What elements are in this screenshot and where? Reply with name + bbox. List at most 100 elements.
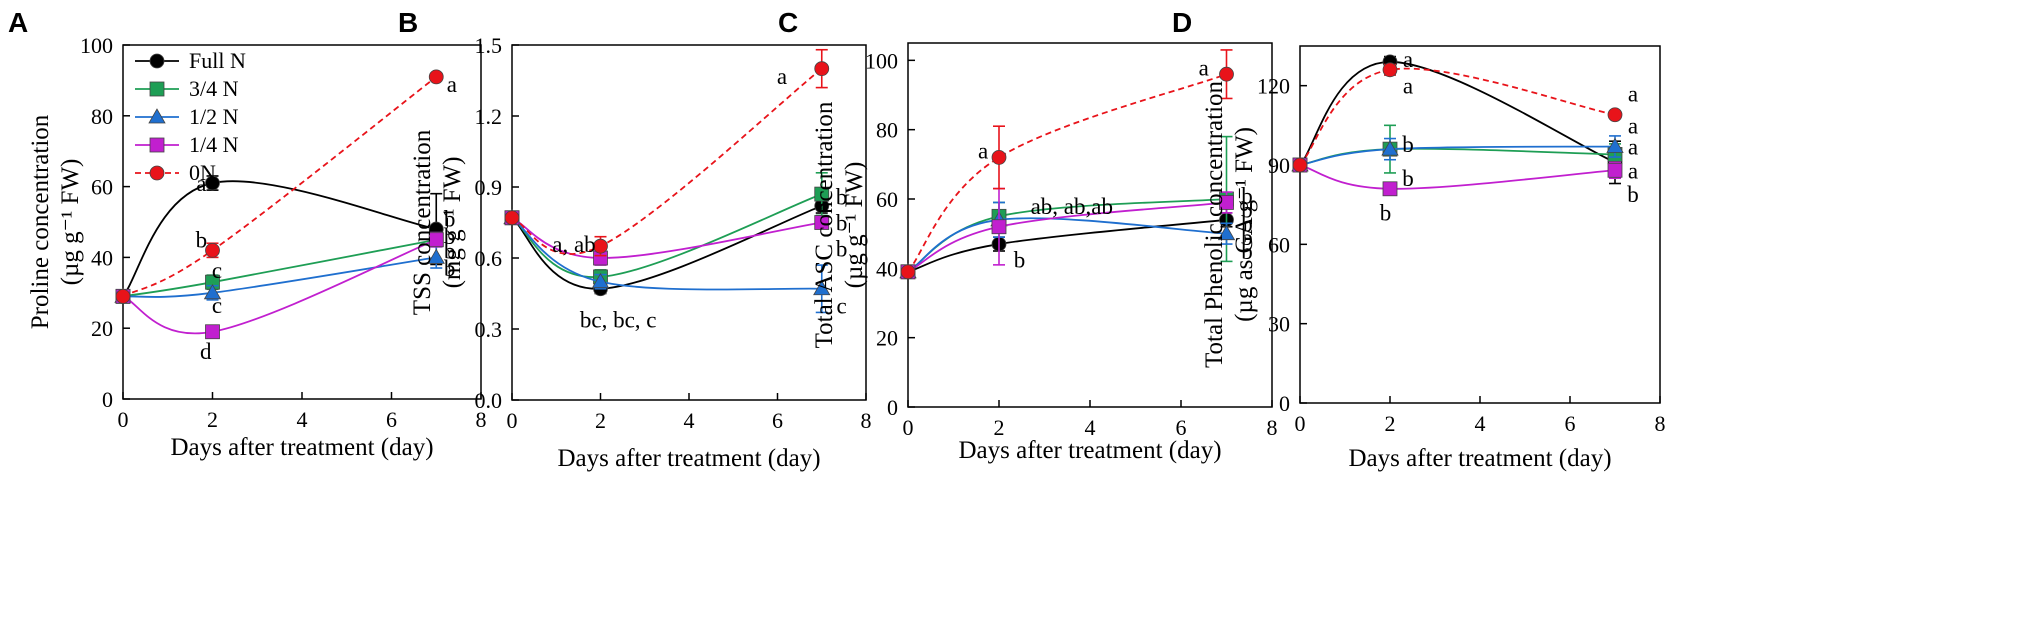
x-tick-label: 6 bbox=[772, 408, 783, 433]
significance-label: b bbox=[1014, 248, 1026, 273]
x-tick-label: 2 bbox=[994, 415, 1005, 440]
significance-label: b bbox=[196, 228, 208, 253]
x-tick-label: 0 bbox=[118, 407, 129, 432]
y-tick-label: 40 bbox=[91, 245, 113, 270]
x-tick-label: 6 bbox=[1565, 411, 1576, 436]
data-point bbox=[814, 215, 830, 230]
significance-label: a bbox=[1628, 82, 1638, 107]
significance-label: a bbox=[447, 72, 457, 97]
data-point bbox=[991, 219, 1007, 235]
legend-marker bbox=[149, 53, 165, 69]
significance-label: ab, ab,ab bbox=[1031, 194, 1113, 219]
x-tick-label: 4 bbox=[297, 407, 308, 432]
y-tick-label: 90 bbox=[1268, 153, 1290, 178]
series-line bbox=[122, 238, 437, 335]
significance-label: b bbox=[444, 256, 456, 281]
series-line bbox=[122, 256, 437, 298]
legend: Full N 3/4 N 1/2 N 1/4 N 0N bbox=[135, 48, 246, 185]
series-line bbox=[122, 76, 437, 298]
panel-letter-d: D bbox=[1172, 7, 1192, 38]
legend-marker bbox=[148, 108, 166, 124]
significance-label: a bbox=[1403, 47, 1413, 72]
data-point bbox=[1607, 162, 1623, 178]
legend-item: Full N bbox=[135, 48, 246, 73]
series-line bbox=[907, 201, 1227, 273]
panel-c: C 0 20 40 60 80 100 0 2 4 6 8 Days after treatment (… bbox=[778, 7, 1278, 464]
significance-label: a bbox=[1628, 134, 1638, 159]
series-full-n bbox=[115, 175, 444, 304]
series-1-2-n bbox=[503, 208, 831, 314]
significance-label: a, ab bbox=[552, 232, 595, 257]
x-tick-label: 8 bbox=[1655, 411, 1666, 436]
significance-label: a bbox=[1199, 55, 1209, 80]
series-3-4-n bbox=[504, 172, 830, 285]
data-point bbox=[1607, 107, 1623, 123]
y-tick-label: 80 bbox=[876, 118, 898, 143]
y-tick-label: 100 bbox=[865, 48, 898, 73]
significance-label: b bbox=[1241, 197, 1253, 222]
series-0n bbox=[115, 69, 444, 304]
data-point bbox=[205, 324, 220, 340]
series-line bbox=[511, 217, 822, 291]
legend-label: Full N bbox=[189, 48, 246, 73]
series-line bbox=[907, 218, 1227, 273]
series-0n bbox=[900, 49, 1234, 280]
x-tick-label: 0 bbox=[903, 415, 914, 440]
x-axis-label: Days after treatment (day) bbox=[1348, 445, 1611, 472]
series-line bbox=[907, 217, 1227, 273]
x-tick-label: 6 bbox=[1176, 415, 1187, 440]
x-axis-label: Days after treatment (day) bbox=[170, 434, 433, 461]
series-line bbox=[511, 67, 823, 255]
panel-d: D 0 30 60 90 120 0 2 4 6 8 Days after treatment (da… bbox=[1172, 7, 1666, 472]
y-tick-label: 1.5 bbox=[475, 33, 503, 58]
x-tick-label: 6 bbox=[386, 407, 397, 432]
x-tick-label: 2 bbox=[207, 407, 218, 432]
legend-item: 3/4 N bbox=[135, 76, 239, 101]
data-point bbox=[814, 186, 830, 202]
legend-marker bbox=[149, 81, 165, 97]
data-point bbox=[1382, 62, 1398, 78]
legend-item: 0N bbox=[135, 160, 216, 185]
x-tick-label: 2 bbox=[1385, 411, 1396, 436]
data-point bbox=[900, 264, 916, 280]
significance-label: b bbox=[1627, 182, 1639, 207]
data-point bbox=[591, 272, 610, 289]
data-point bbox=[205, 175, 220, 191]
panel-letter-a: A bbox=[8, 7, 28, 38]
y-axis-label: Proline concentration (µg g⁻¹ FW) bbox=[27, 114, 84, 329]
x-axis-label: Days after treatment (day) bbox=[557, 445, 820, 472]
legend-item: 1/4 N bbox=[135, 132, 239, 157]
significance-label: b bbox=[1241, 184, 1253, 209]
y-tick-label: 120 bbox=[1257, 74, 1290, 99]
data-point bbox=[428, 232, 444, 248]
y-tick-label: 100 bbox=[80, 33, 113, 58]
data-point bbox=[203, 283, 222, 300]
panel-b: B 0.0 0.3 0.6 0.9 1.2 1.5 0 2 4 6 8 Days after treat… bbox=[398, 7, 872, 472]
significance-label: b bbox=[1402, 132, 1414, 157]
series-0n bbox=[1292, 62, 1623, 173]
y-axis-label: Total Phenolic concentration (µg as GA g⁻… bbox=[1201, 80, 1258, 368]
plot-frame bbox=[1299, 45, 1661, 404]
data-point bbox=[813, 279, 831, 296]
significance-label: b bbox=[444, 224, 456, 249]
significance-label: b bbox=[1402, 166, 1414, 191]
significance-label: a bbox=[196, 171, 206, 196]
y-tick-label: 1.2 bbox=[475, 104, 503, 129]
panel-letter-c: C bbox=[778, 7, 798, 38]
legend-label: 1/4 N bbox=[189, 132, 239, 157]
series-1-4-n bbox=[1292, 157, 1623, 197]
legend-label: 1/2 N bbox=[189, 104, 239, 129]
series-line bbox=[1299, 145, 1616, 166]
significance-label: b bbox=[1380, 201, 1392, 226]
significance-label: a bbox=[978, 138, 988, 163]
series-3-4-n bbox=[1292, 124, 1623, 174]
y-axis-label: Total ASC concentration (µg g⁻¹ FW) bbox=[811, 101, 868, 348]
significance-label: b bbox=[1241, 211, 1253, 236]
significance-label: b bbox=[836, 211, 848, 236]
significance-label: a bbox=[777, 64, 787, 89]
data-point bbox=[115, 288, 131, 304]
x-tick-label: 4 bbox=[684, 408, 695, 433]
data-point bbox=[427, 248, 445, 264]
x-axis-label: Days after treatment (day) bbox=[958, 437, 1221, 464]
